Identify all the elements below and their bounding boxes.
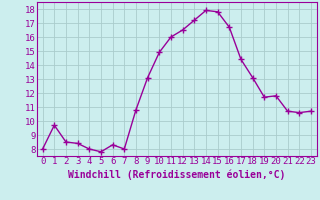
X-axis label: Windchill (Refroidissement éolien,°C): Windchill (Refroidissement éolien,°C) — [68, 169, 285, 180]
